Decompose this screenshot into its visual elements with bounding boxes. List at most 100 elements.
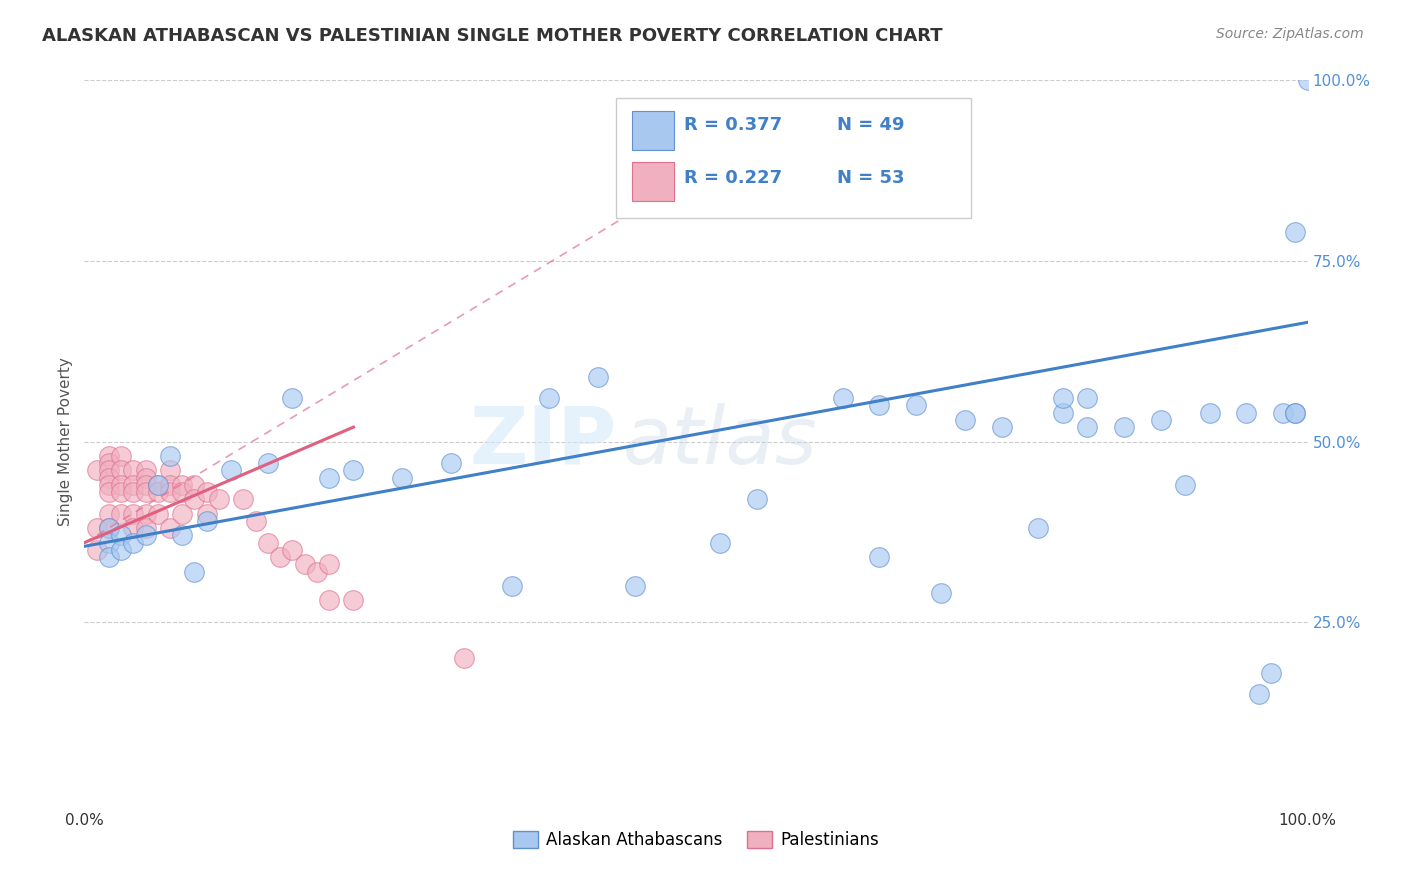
Point	[991, 420, 1014, 434]
Point	[1296, 73, 1319, 87]
Point	[97, 521, 120, 535]
Point	[281, 542, 304, 557]
Point	[502, 579, 524, 593]
Point	[1198, 406, 1220, 420]
Point	[183, 492, 205, 507]
Point	[453, 651, 475, 665]
Point	[1076, 391, 1098, 405]
Point	[110, 528, 132, 542]
Point	[294, 558, 316, 572]
Point	[110, 449, 132, 463]
Point	[97, 535, 120, 549]
Legend: Alaskan Athabascans, Palestinians: Alaskan Athabascans, Palestinians	[506, 824, 886, 856]
Text: atlas: atlas	[623, 402, 817, 481]
Point	[97, 478, 120, 492]
Point	[97, 521, 120, 535]
Point	[747, 492, 769, 507]
Point	[195, 485, 218, 500]
Point	[110, 478, 132, 492]
FancyBboxPatch shape	[633, 162, 673, 201]
Point	[342, 593, 364, 607]
Point	[86, 463, 108, 477]
Point	[159, 485, 181, 500]
Point	[1150, 413, 1173, 427]
Text: ZIP: ZIP	[470, 402, 616, 481]
Point	[159, 463, 181, 477]
Point	[391, 470, 413, 484]
Point	[135, 485, 157, 500]
Point	[86, 521, 108, 535]
FancyBboxPatch shape	[633, 112, 673, 151]
Point	[831, 391, 853, 405]
Y-axis label: Single Mother Poverty: Single Mother Poverty	[58, 357, 73, 526]
Point	[135, 470, 157, 484]
Point	[86, 542, 108, 557]
Point	[342, 463, 364, 477]
Text: ALASKAN ATHABASCAN VS PALESTINIAN SINGLE MOTHER POVERTY CORRELATION CHART: ALASKAN ATHABASCAN VS PALESTINIAN SINGLE…	[42, 27, 943, 45]
Point	[929, 586, 952, 600]
Point	[97, 485, 120, 500]
Point	[110, 542, 132, 557]
Point	[146, 478, 169, 492]
Point	[135, 478, 157, 492]
Text: R = 0.377: R = 0.377	[683, 116, 782, 134]
Point	[1052, 406, 1074, 420]
Point	[1076, 420, 1098, 434]
Point	[624, 579, 647, 593]
Point	[122, 535, 145, 549]
Point	[269, 550, 291, 565]
Point	[219, 463, 242, 477]
Point	[122, 485, 145, 500]
Point	[172, 485, 194, 500]
Point	[1174, 478, 1197, 492]
Point	[195, 514, 218, 528]
Point	[146, 507, 169, 521]
Point	[97, 470, 120, 484]
Point	[146, 485, 169, 500]
Text: N = 53: N = 53	[837, 169, 904, 186]
Point	[97, 456, 120, 470]
Point	[905, 398, 928, 412]
Point	[245, 514, 267, 528]
FancyBboxPatch shape	[616, 98, 972, 218]
Text: N = 49: N = 49	[837, 116, 904, 134]
Point	[146, 478, 169, 492]
Point	[159, 449, 181, 463]
Point	[122, 507, 145, 521]
Point	[232, 492, 254, 507]
Point	[110, 463, 132, 477]
Point	[869, 550, 891, 565]
Point	[1272, 406, 1295, 420]
Text: Source: ZipAtlas.com: Source: ZipAtlas.com	[1216, 27, 1364, 41]
Point	[172, 478, 194, 492]
Point	[1260, 665, 1282, 680]
Point	[135, 528, 157, 542]
Point	[1284, 406, 1306, 420]
Point	[97, 449, 120, 463]
Point	[281, 391, 304, 405]
Point	[172, 507, 194, 521]
Point	[953, 413, 976, 427]
Point	[318, 470, 340, 484]
Point	[257, 456, 280, 470]
Point	[195, 507, 218, 521]
Point	[318, 593, 340, 607]
Point	[172, 528, 194, 542]
Point	[1247, 687, 1270, 701]
Point	[159, 478, 181, 492]
Point	[709, 535, 731, 549]
Point	[257, 535, 280, 549]
Point	[135, 507, 157, 521]
Point	[97, 550, 120, 565]
Point	[1052, 391, 1074, 405]
Point	[1284, 406, 1306, 420]
Point	[110, 485, 132, 500]
Point	[586, 369, 609, 384]
Point	[1114, 420, 1136, 434]
Point	[208, 492, 231, 507]
Point	[135, 521, 157, 535]
Point	[183, 565, 205, 579]
Point	[440, 456, 463, 470]
Point	[538, 391, 561, 405]
Text: R = 0.227: R = 0.227	[683, 169, 782, 186]
